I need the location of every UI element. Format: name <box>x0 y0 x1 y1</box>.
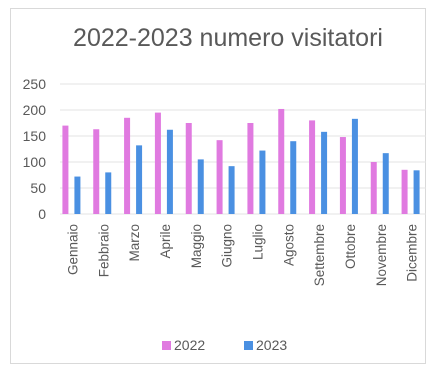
legend-swatch-2022 <box>162 341 171 350</box>
y-tick-label: 100 <box>23 154 47 170</box>
y-tick-label: 150 <box>23 128 47 144</box>
bar-2023-dicembre <box>413 170 420 214</box>
bar-2022-settembre <box>309 120 316 214</box>
bar-2022-marzo <box>124 117 131 214</box>
bar-2023-luglio <box>259 150 266 214</box>
bar-2023-settembre <box>321 131 328 214</box>
legend-label-2023: 2023 <box>256 337 287 353</box>
x-axis-ticks: Gennaio Febbraio Marzo Aprile Maggio Giugno Lu… <box>65 224 419 286</box>
x-tick-label: Agosto <box>281 224 296 266</box>
bar-2023-gennaio <box>74 176 81 214</box>
bar-2022-gennaio <box>62 125 69 214</box>
x-tick-label: Aprile <box>158 224 173 259</box>
grid-lines <box>60 83 426 215</box>
x-tick-label: Febbraio <box>96 224 111 277</box>
x-tick-label: Novembre <box>374 224 389 286</box>
x-tick-label: Maggio <box>189 224 204 268</box>
bar-2023-novembre <box>382 153 389 214</box>
bar-2023-febbraio <box>105 172 112 214</box>
bar-2022-ottobre <box>339 137 346 214</box>
bar-2023-agosto <box>290 141 297 214</box>
bar-2023-marzo <box>136 145 143 214</box>
bar-2022-aprile <box>154 112 161 214</box>
y-tick-label: 250 <box>23 76 47 92</box>
bar-2022-maggio <box>185 123 192 214</box>
legend: 2022 2023 <box>162 337 287 353</box>
bar-2022-novembre <box>370 162 377 214</box>
bar-2023-maggio <box>197 159 204 214</box>
bar-2022-giugno <box>216 140 223 214</box>
legend-label-2022: 2022 <box>174 337 205 353</box>
bar-2023-aprile <box>166 129 173 214</box>
chart-title: 2022-2023 numero visitatori <box>73 24 383 52</box>
y-tick-label: 50 <box>30 180 46 196</box>
y-tick-label: 0 <box>38 206 46 222</box>
y-tick-label: 200 <box>23 102 47 118</box>
bar-2023-ottobre <box>351 118 358 214</box>
x-tick-label: Gennaio <box>65 224 80 275</box>
x-tick-label: Luglio <box>250 224 265 260</box>
bar-2022-luglio <box>247 123 254 214</box>
bar-2022-febbraio <box>93 129 100 214</box>
x-tick-label: Ottobre <box>343 224 358 269</box>
x-tick-label: Marzo <box>127 224 142 262</box>
y-axis-ticks: 0 50 100 150 200 250 <box>23 76 47 222</box>
x-tick-label: Giugno <box>220 224 235 268</box>
legend-swatch-2023 <box>244 341 253 350</box>
bars <box>62 108 420 214</box>
bar-2022-agosto <box>278 108 285 214</box>
x-tick-label: Dicembre <box>405 224 420 282</box>
x-tick-label: Settembre <box>312 224 327 286</box>
bar-2022-dicembre <box>401 169 408 214</box>
bar-2023-giugno <box>228 166 235 214</box>
